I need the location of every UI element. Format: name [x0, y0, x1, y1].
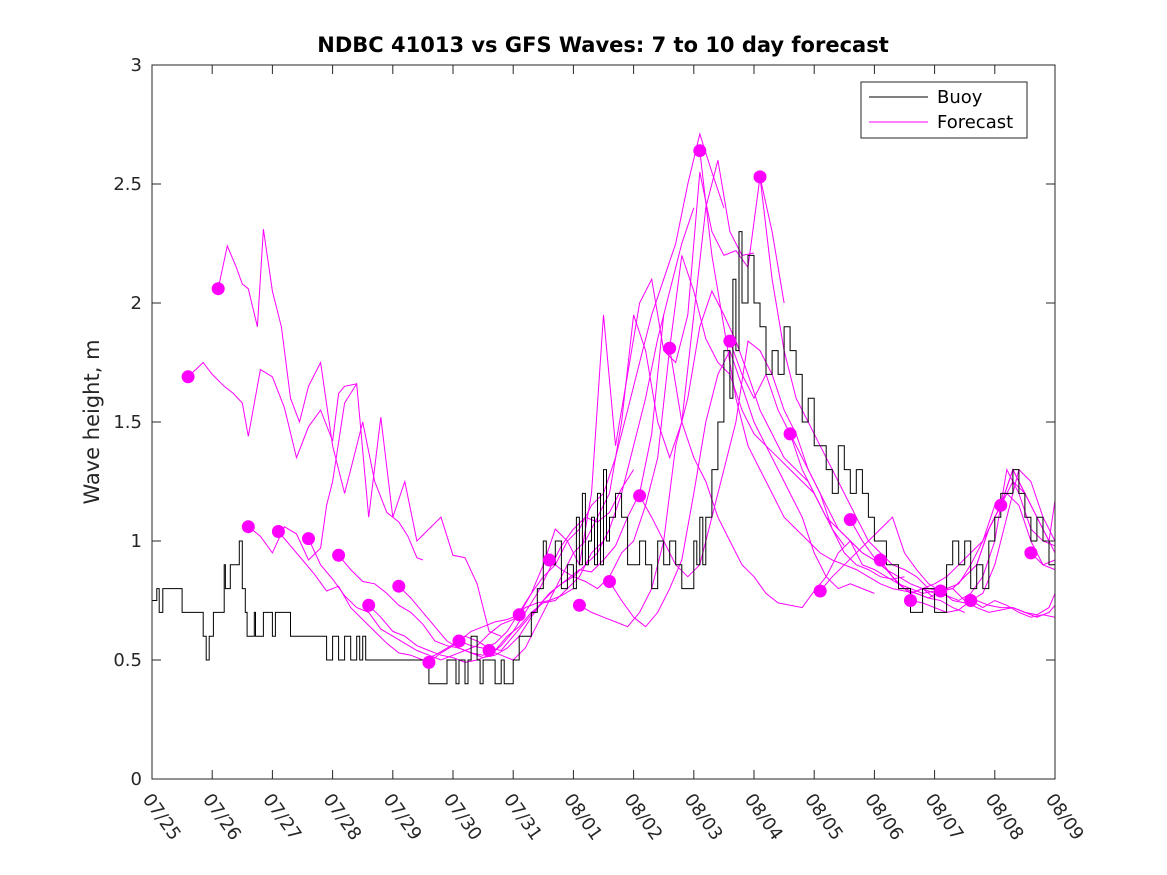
x-tick-label: 08/02 — [620, 790, 667, 845]
x-tick-label: 07/26 — [198, 790, 245, 845]
x-tick-label: 08/07 — [921, 790, 968, 845]
forecast-line-1 — [187, 361, 357, 460]
x-tick-label: 07/31 — [499, 790, 546, 845]
forecast-line-3 — [247, 382, 502, 637]
forecast-marker — [753, 170, 767, 184]
forecast-marker — [241, 520, 255, 534]
chart-title: NDBC 41013 vs GFS Waves: 7 to 10 day for… — [317, 33, 888, 57]
y-axis-label: Wave height, m — [80, 339, 104, 504]
forecast-line-17 — [669, 348, 935, 609]
legend-buoy-label: Buoy — [937, 87, 983, 108]
forecast-marker — [542, 553, 556, 567]
plot-frame — [152, 65, 1055, 779]
forecast-line-7 — [368, 469, 635, 663]
forecast-line-28 — [1000, 480, 1056, 554]
forecast-line-4 — [278, 531, 520, 661]
y-tick-label: 0.5 — [113, 650, 142, 671]
buoy-series — [152, 231, 1056, 685]
forecast-markers — [181, 144, 1038, 669]
forecast-marker — [813, 584, 827, 598]
forecast-marker — [843, 513, 857, 527]
x-tick-label: 07/28 — [319, 790, 366, 845]
plot-area — [151, 64, 1056, 780]
forecast-marker — [181, 370, 195, 384]
x-tick-label: 07/27 — [258, 790, 305, 845]
x-tick-label: 08/03 — [680, 790, 727, 845]
x-tick-label: 08/09 — [1041, 790, 1088, 845]
y-tick-label: 2.5 — [113, 174, 142, 195]
forecast-marker — [994, 498, 1008, 512]
y-tick-label: 2 — [131, 293, 142, 314]
x-tick-label: 08/08 — [981, 790, 1028, 845]
forecast-marker — [873, 553, 887, 567]
forecast-marker — [1024, 546, 1038, 560]
y-axis: 0 0.5 1 1.5 2 2.5 3 — [113, 55, 1055, 790]
forecast-marker — [904, 594, 917, 607]
forecast-marker — [693, 144, 707, 158]
buoy-line — [152, 231, 1056, 685]
forecast-marker — [723, 334, 737, 348]
forecast-marker — [964, 594, 978, 607]
forecast-marker — [302, 532, 315, 546]
x-tick-label: 08/05 — [800, 790, 847, 845]
forecast-marker — [633, 489, 647, 503]
forecast-line-11 — [488, 160, 755, 661]
forecast-line-26 — [940, 590, 1056, 618]
forecast-marker — [482, 644, 496, 657]
legend-box — [860, 81, 1028, 139]
x-tick-label: 07/30 — [439, 790, 486, 845]
forecast-marker — [271, 525, 285, 538]
forecast-marker — [783, 427, 797, 441]
x-tick-label: 08/04 — [740, 790, 787, 845]
forecast-marker — [392, 579, 406, 593]
forecast-marker — [934, 584, 948, 598]
forecast-marker — [211, 282, 225, 296]
forecast-marker — [422, 655, 436, 669]
forecast-line-15 — [609, 349, 875, 628]
forecast-line-10 — [458, 132, 725, 649]
x-tick-label: 08/06 — [860, 790, 907, 845]
y-tick-label: 1.5 — [113, 412, 142, 433]
forecast-line-23 — [849, 492, 1056, 594]
forecast-marker — [572, 598, 586, 612]
forecast-line-13 — [548, 255, 815, 590]
legend-forecast-label: Forecast — [937, 112, 1013, 133]
y-tick-label: 0 — [131, 769, 142, 790]
y-tick-label: 1 — [131, 531, 142, 552]
y-tick-label: 3 — [131, 55, 142, 76]
forecast-marker — [512, 608, 526, 622]
x-tick-label: 08/01 — [559, 790, 606, 845]
forecast-marker — [452, 634, 466, 648]
x-tick-label: 07/29 — [379, 790, 426, 845]
forecast-line-12 — [518, 172, 785, 616]
forecast-line-14 — [579, 289, 845, 628]
forecast-marker — [603, 575, 616, 588]
legend: Buoy Forecast — [860, 81, 1028, 139]
forecast-marker — [332, 548, 346, 562]
forecast-line-2 — [217, 229, 424, 561]
forecast-marker — [663, 341, 677, 355]
forecast-marker — [362, 598, 376, 612]
x-tick-label: 07/25 — [138, 790, 185, 845]
